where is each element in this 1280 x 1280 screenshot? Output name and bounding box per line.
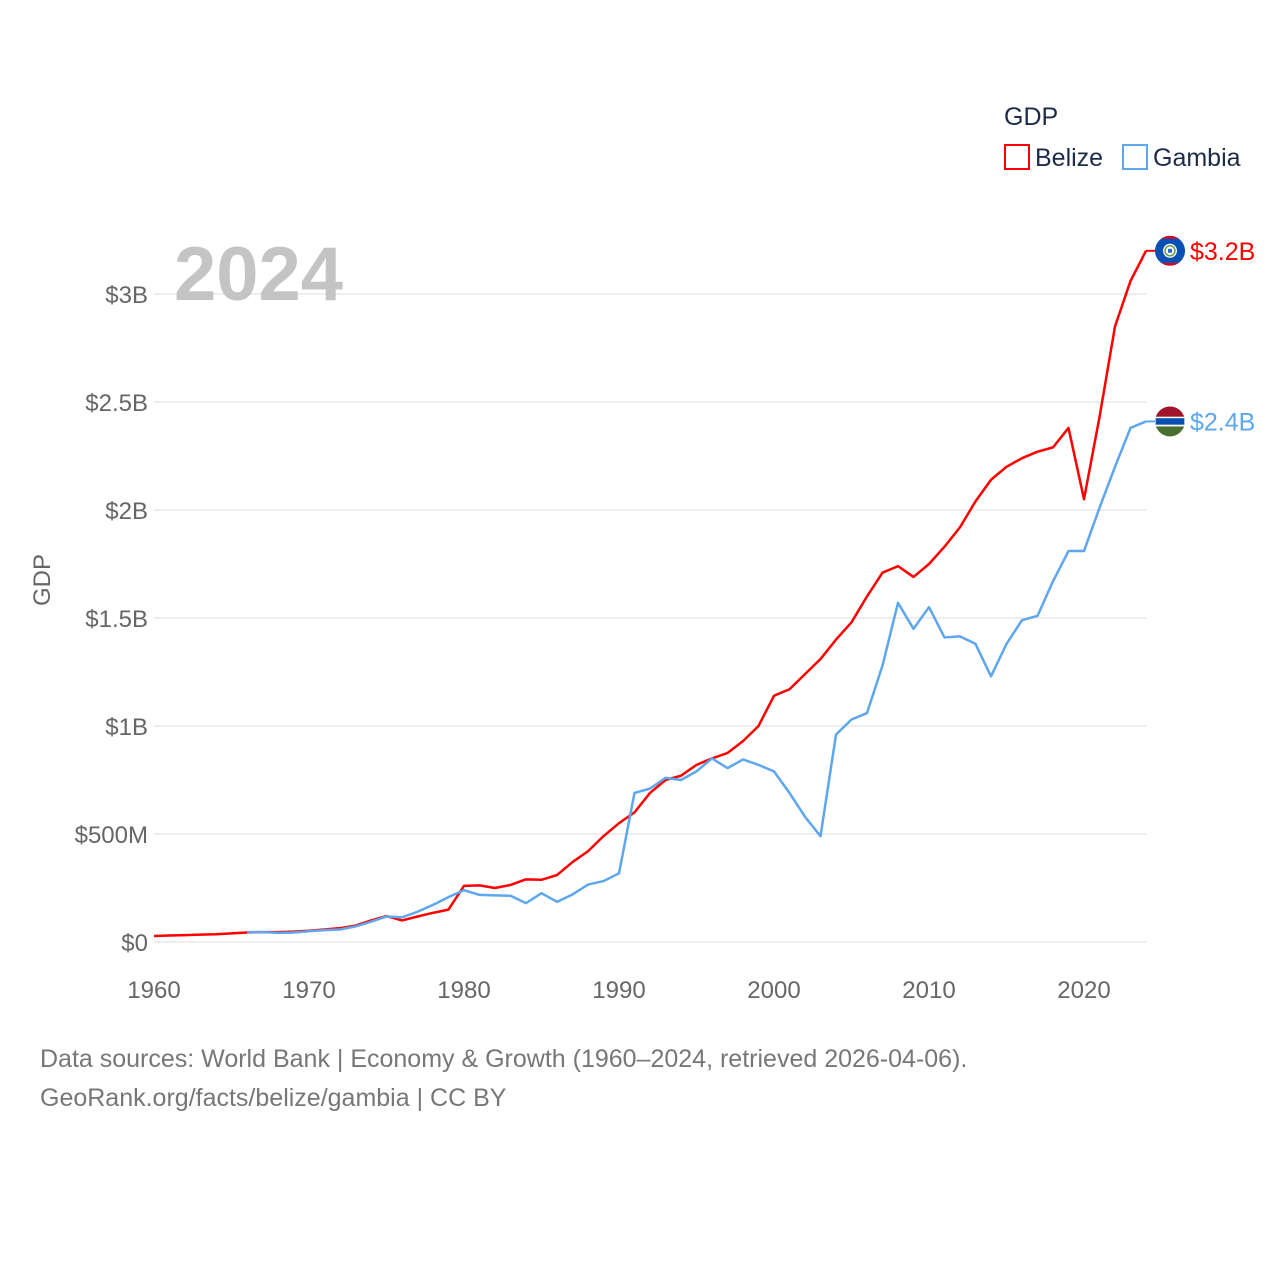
legend: GDP Belize Gambia <box>1004 103 1241 172</box>
x-tick-label: 1970 <box>282 977 335 1004</box>
legend-swatch-gambia <box>1122 144 1148 170</box>
series-line-gambia <box>246 420 1147 935</box>
y-tick-label: $500M <box>75 822 148 849</box>
flag-stripe <box>1155 262 1185 266</box>
y-tick-label: $1B <box>105 714 148 741</box>
legend-label-belize: Belize <box>1035 144 1103 172</box>
x-tick-label: 1960 <box>127 977 180 1004</box>
gambia-flag-icon <box>1155 406 1185 437</box>
y-tick-label: $2.5B <box>85 390 148 417</box>
x-tick-label: 2000 <box>747 977 800 1004</box>
y-axis-label: GDP <box>29 554 56 606</box>
y-tick-label: $3B <box>105 282 148 309</box>
flag-emblem-center <box>1168 248 1172 253</box>
y-tick-label: $2B <box>105 498 148 525</box>
y-tick-label: $1.5B <box>85 606 148 633</box>
series-line-belize <box>153 250 1148 938</box>
end-value-label: $3.2B <box>1190 238 1255 266</box>
x-tick-label: 1980 <box>437 977 490 1004</box>
legend-swatch-belize <box>1004 144 1030 170</box>
x-tick-label: 1990 <box>592 977 645 1004</box>
x-tick-label: 2020 <box>1057 977 1110 1004</box>
flag-body <box>1155 235 1185 266</box>
legend-item-gambia[interactable]: Gambia <box>1122 144 1241 172</box>
legend-label-gambia: Gambia <box>1153 144 1241 172</box>
legend-item-belize[interactable]: Belize <box>1004 144 1103 172</box>
belize-flag-icon <box>1155 235 1185 266</box>
footer-source: Data sources: World Bank | Economy & Gro… <box>40 1045 968 1073</box>
footer-link[interactable]: GeoRank.org/facts/belize/gambia | CC BY <box>40 1084 507 1112</box>
flag-body <box>1155 406 1185 437</box>
flag-stripe-red <box>1155 406 1185 418</box>
y-tick-label: $0 <box>121 930 148 957</box>
flag-stripe-blue <box>1155 416 1185 427</box>
legend-title: GDP <box>1004 103 1058 131</box>
x-tick-label: 2010 <box>902 977 955 1004</box>
end-value-label: $2.4B <box>1190 408 1255 436</box>
year-watermark: 2024 <box>174 232 343 317</box>
flag-stripe <box>1155 235 1185 239</box>
flag-emblem-ring <box>1164 245 1176 257</box>
flag-stripe-green <box>1155 426 1185 437</box>
